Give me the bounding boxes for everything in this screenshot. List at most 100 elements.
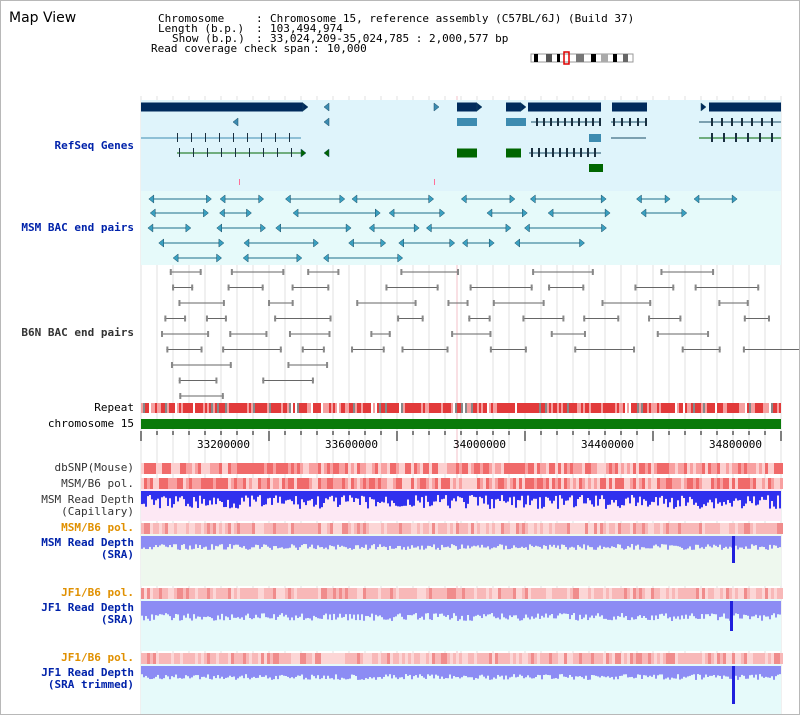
track-label-jf1-b6-pol-2: JF1/B6 pol. [61,651,134,664]
depth-bar [299,601,301,617]
depth-bar [549,666,551,676]
depth-bar [627,666,629,678]
gene-exon [711,133,713,142]
repeat-segment [673,403,675,413]
heatmap-cell [519,523,522,534]
heatmap-cell [183,653,186,664]
feature-arrow [380,238,387,248]
depth-bar [523,666,525,679]
heatmap-cell [363,653,366,664]
feature-arrow [313,238,319,248]
depth-bar [491,491,493,500]
depth-bar [183,601,185,616]
repeat-segment [455,403,457,413]
heatmap-cell [324,523,327,534]
depth-bar [753,666,755,678]
heatmap-cell [396,653,399,664]
depth-bar [389,601,391,619]
heatmap-cell [771,478,774,489]
depth-bar [673,536,675,546]
depth-bar [561,601,563,615]
repeat-segment [777,403,779,413]
depth-bar [587,666,589,680]
heatmap-cell [366,588,369,599]
depth-bar [559,491,561,496]
depth-bar [285,601,287,615]
depth-bar [441,491,443,500]
heatmap-cell [375,523,378,534]
axis-tick-label: 34400000 [581,438,634,451]
chromosome-ideogram[interactable] [530,51,634,65]
heatmap-cell [294,523,297,534]
depth-bar [481,601,483,619]
depth-bar [197,601,199,617]
repeat-segment [181,403,183,413]
depth-bar [189,666,191,679]
depth-bar [349,666,351,679]
depth-bar [307,491,309,501]
feature-arrow [260,223,266,233]
depth-bar [753,601,755,617]
heatmap-cell [462,478,465,489]
heatmap-cell [528,653,531,664]
depth-bar [775,666,777,677]
heatmap-cell [579,523,582,534]
heatmap-cell [762,478,765,489]
heatmap-cell [243,588,246,599]
bac-end [164,315,167,322]
depth-bar [635,666,637,678]
heatmap-cell [345,523,348,534]
depth-bar [715,666,717,678]
depth-bar [641,666,643,679]
repeat-segment [749,403,751,413]
heatmap-cell [741,588,744,599]
heatmap-cell [672,463,675,474]
heatmap-cell [231,588,234,599]
track-label-refseq[interactable]: RefSeq Genes [54,139,134,152]
repeat-segment [719,403,721,413]
depth-bar [269,666,271,678]
track-label-b6n-bac[interactable]: B6N BAC end pairs [21,326,134,339]
depth-bar [403,601,405,620]
heatmap-cell [720,523,723,534]
heatmap-cell [570,588,573,599]
depth-bar [269,536,271,548]
heatmap-cell [723,653,726,664]
repeat-segment [703,403,705,413]
gene-exon [735,133,737,142]
depth-bar [777,536,779,548]
depth-bar [383,536,385,547]
depth-bar [689,601,691,616]
depth-bar [325,536,327,548]
repeat-segment [695,403,697,413]
depth-bar [467,491,469,504]
bac-end [656,331,659,337]
heatmap-cell [726,653,729,664]
depth-bar [469,601,471,621]
ideogram-band [623,54,628,62]
feature-arrow [339,194,346,204]
heatmap-cell [483,653,486,664]
depth-bar [717,491,719,504]
depth-bar [505,601,507,619]
bac-end [200,346,203,353]
depth-bar [387,491,389,504]
depth-bar [175,601,177,615]
heatmap-cell [153,588,156,599]
heatmap-cell [468,588,471,599]
heatmap-cell [615,523,618,534]
depth-bar [407,536,409,547]
heatmap-cell [210,478,213,489]
track-label-msm-bac[interactable]: MSM BAC end pairs [21,221,134,234]
heatmap-cell [600,523,603,534]
depth-bar [227,491,229,500]
track-label-msm-depth-sra-sub: (SRA) [100,548,134,561]
depth-bar [297,536,299,550]
bac-end [172,284,175,291]
repeat-segment [441,403,443,413]
heatmap-cell [312,523,315,534]
depth-bar [645,491,647,501]
heatmap-cell [498,463,501,474]
depth-bar [591,536,593,548]
